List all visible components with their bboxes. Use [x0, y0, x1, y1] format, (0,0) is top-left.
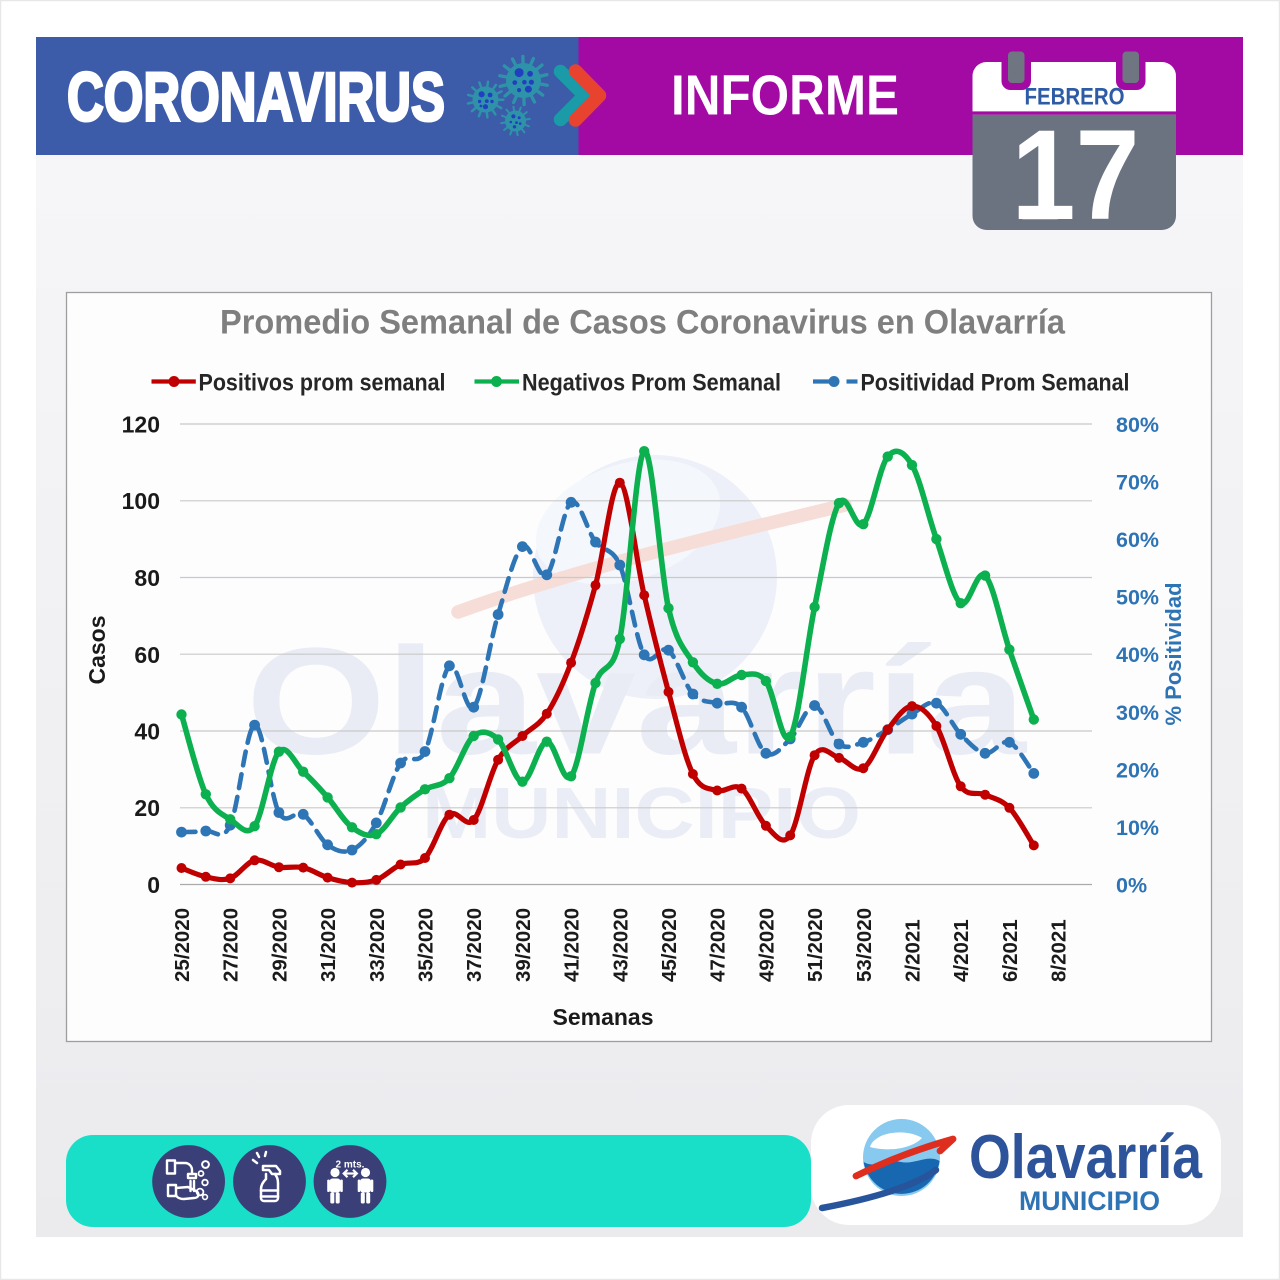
svg-text:FEBRERO: FEBRERO — [1025, 84, 1125, 111]
svg-text:4/2021: 4/2021 — [950, 919, 973, 982]
svg-text:45/2020: 45/2020 — [658, 908, 681, 982]
svg-text:51/2020: 51/2020 — [804, 908, 827, 982]
svg-text:25/2020: 25/2020 — [171, 908, 194, 982]
svg-text:39/2020: 39/2020 — [512, 908, 535, 982]
svg-text:MUNICIPIO: MUNICIPIO — [1019, 1186, 1160, 1216]
svg-text:0: 0 — [147, 872, 160, 898]
svg-text:35/2020: 35/2020 — [415, 908, 438, 982]
svg-text:50%: 50% — [1116, 586, 1159, 610]
svg-text:43/2020: 43/2020 — [609, 908, 632, 982]
svg-text:% Positividad: % Positividad — [1161, 582, 1186, 725]
svg-text:Olavarría: Olavarría — [969, 1123, 1202, 1192]
svg-text:80: 80 — [134, 565, 160, 591]
svg-text:INFORME: INFORME — [671, 64, 899, 128]
svg-text:6/2021: 6/2021 — [999, 919, 1022, 982]
svg-text:CORONAVIRUS: CORONAVIRUS — [67, 59, 445, 136]
svg-text:Positivos prom semanal: Positivos prom semanal — [199, 370, 446, 397]
svg-text:60: 60 — [134, 642, 160, 668]
svg-text:47/2020: 47/2020 — [707, 908, 730, 982]
svg-text:37/2020: 37/2020 — [463, 908, 486, 982]
svg-text:8/2021: 8/2021 — [1048, 919, 1071, 982]
svg-text:31/2020: 31/2020 — [317, 908, 340, 982]
svg-text:2/2021: 2/2021 — [902, 919, 925, 982]
svg-text:80%: 80% — [1116, 413, 1159, 437]
svg-text:40: 40 — [134, 719, 160, 745]
svg-text:Promedio Semanal de Casos Coro: Promedio Semanal de Casos Coronavirus en… — [220, 304, 1066, 342]
svg-text:20%: 20% — [1116, 758, 1159, 782]
svg-text:17: 17 — [1012, 104, 1140, 247]
svg-text:49/2020: 49/2020 — [755, 908, 778, 982]
svg-text:33/2020: 33/2020 — [366, 908, 389, 982]
svg-text:Semanas: Semanas — [552, 1004, 653, 1030]
svg-text:120: 120 — [122, 412, 160, 438]
svg-text:2 mts.: 2 mts. — [336, 1160, 365, 1171]
svg-text:Positividad Prom Semanal: Positividad Prom Semanal — [861, 370, 1130, 397]
svg-text:53/2020: 53/2020 — [853, 908, 876, 982]
svg-text:100: 100 — [122, 488, 160, 514]
svg-text:27/2020: 27/2020 — [220, 908, 243, 982]
svg-text:10%: 10% — [1116, 816, 1159, 840]
svg-text:20: 20 — [134, 795, 160, 821]
svg-text:60%: 60% — [1116, 528, 1159, 552]
svg-text:40%: 40% — [1116, 643, 1159, 667]
svg-text:Olavarría: Olavarría — [246, 617, 1028, 787]
svg-text:0%: 0% — [1116, 874, 1147, 898]
svg-text:41/2020: 41/2020 — [561, 908, 584, 982]
svg-text:29/2020: 29/2020 — [268, 908, 291, 982]
svg-text:30%: 30% — [1116, 701, 1159, 725]
svg-text:Casos: Casos — [84, 615, 110, 684]
svg-text:70%: 70% — [1116, 471, 1159, 495]
svg-text:Negativos Prom Semanal: Negativos Prom Semanal — [522, 370, 781, 397]
